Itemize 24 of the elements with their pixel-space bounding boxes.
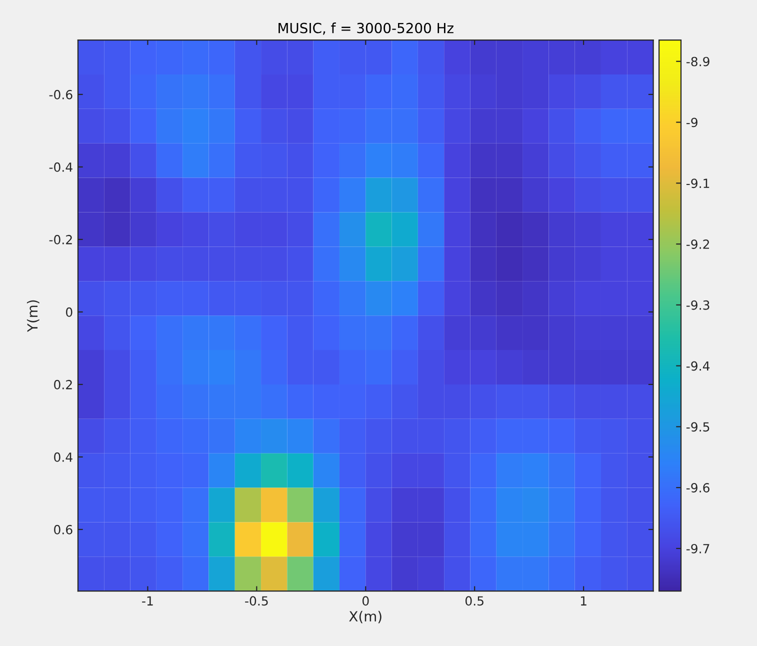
- y-tick-label: 0: [66, 307, 72, 317]
- y-tick-label: 0.4: [54, 452, 72, 462]
- color-bar-label: -9.3: [686, 300, 710, 310]
- x-tick-label: -1: [142, 596, 153, 606]
- y-tick-label: 0.6: [54, 524, 72, 534]
- y-tick-label: 0.2: [54, 380, 72, 390]
- color-bar-label: -9.4: [686, 361, 710, 371]
- color-bar-label: -9.7: [686, 544, 710, 554]
- x-tick-label: 1: [580, 596, 586, 606]
- color-bar-label: -9.2: [686, 240, 709, 249]
- color-bar-label: -9.6: [686, 483, 710, 493]
- color-bar-label: -9.1: [686, 178, 710, 188]
- x-axis-title: X(m): [349, 610, 382, 624]
- x-tick-label: -0.5: [245, 596, 268, 606]
- x-tick-label: 0.5: [465, 596, 484, 606]
- y-tick-label: -0.4: [49, 162, 72, 172]
- y-tick-label: -0.6: [49, 90, 72, 100]
- y-tick-label: -0.2: [49, 234, 72, 244]
- color-bar-label: -9: [686, 118, 698, 128]
- x-tick-label: 0: [362, 596, 369, 606]
- color-bar-label: -8.9: [686, 56, 710, 66]
- color-bar-label: -9.5: [686, 422, 710, 432]
- y-axis-title: Y(m): [26, 300, 40, 332]
- chart-title: MUSIC, f = 3000-5200 Hz: [278, 22, 454, 35]
